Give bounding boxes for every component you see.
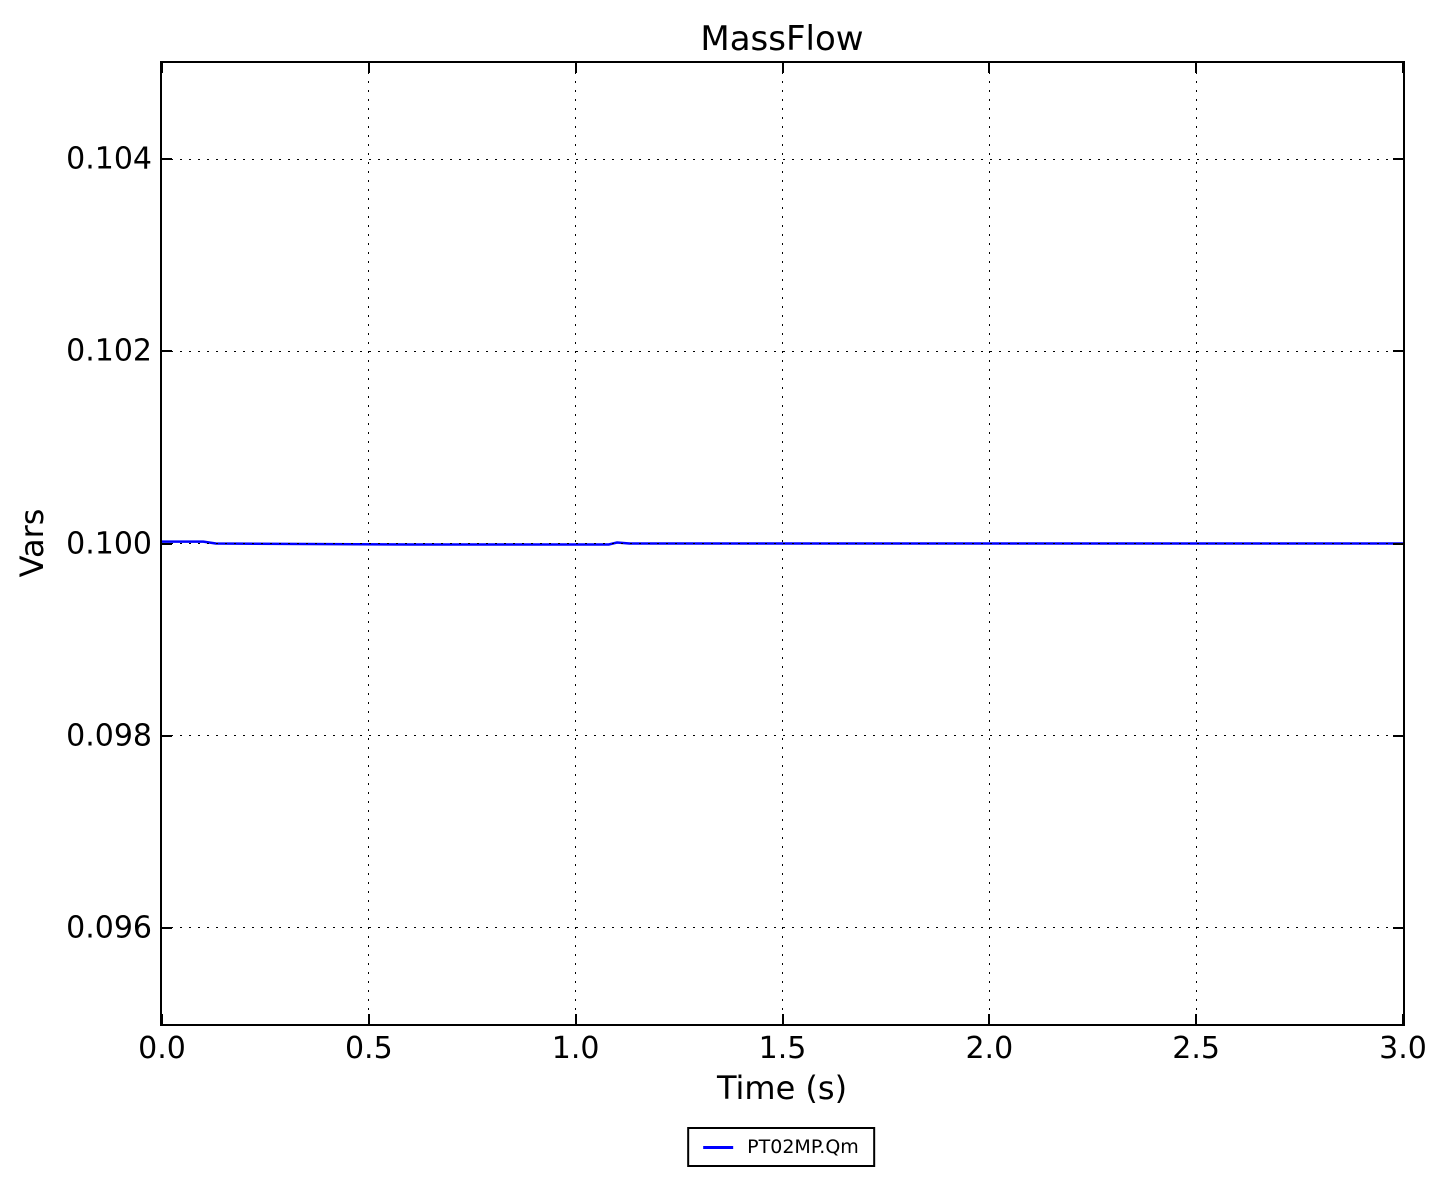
legend-box: PT02MP.Qm — [687, 1127, 875, 1167]
y-tick-mark-right — [1393, 734, 1403, 737]
gridline-horizontal — [162, 927, 1403, 929]
legend-label: PT02MP.Qm — [747, 1136, 859, 1158]
gridline-horizontal — [162, 350, 1403, 352]
y-tick-label: 0.102 — [66, 333, 152, 369]
x-tick-mark-top — [1195, 63, 1198, 73]
x-tick-mark-top — [988, 63, 991, 73]
y-tick-mark-right — [1393, 158, 1403, 161]
x-tick-mark-bottom — [161, 1014, 163, 1024]
chart-title: MassFlow — [700, 19, 864, 59]
x-axis-label: Time (s) — [716, 1069, 848, 1107]
y-tick-label: 0.098 — [66, 718, 152, 754]
x-tick-label: 2.5 — [1172, 1031, 1221, 1066]
x-tick-mark-bottom — [1402, 1014, 1404, 1024]
gridline-horizontal — [162, 735, 1403, 737]
legend-line-sample — [703, 1145, 734, 1149]
x-tick-mark-top — [781, 63, 784, 73]
y-tick-mark-right — [1393, 350, 1403, 353]
x-tick-mark-top — [1402, 63, 1404, 73]
x-tick-label: 0.5 — [344, 1031, 393, 1066]
x-tick-mark-bottom — [988, 1014, 991, 1024]
plot-area: 0.0 0.5 1.0 1.5 2.0 2.5 3.0 0.096 0.098 0.100 0.10… — [66, 61, 1427, 1066]
y-tick-mark-left — [162, 734, 172, 737]
y-tick-label: 0.096 — [66, 910, 152, 946]
x-tick-mark-bottom — [1195, 1014, 1198, 1024]
x-tick-label: 3.0 — [1379, 1031, 1427, 1066]
x-tick-mark-top — [161, 63, 163, 73]
y-axis-label: Vars — [13, 508, 51, 578]
x-tick-mark-top — [574, 63, 577, 73]
y-tick-mark-left — [162, 926, 172, 929]
y-tick-mark-right — [1393, 926, 1403, 929]
y-tick-label: 0.104 — [66, 141, 152, 177]
y-tick-mark-left — [162, 542, 172, 545]
x-tick-label: 1.0 — [551, 1031, 600, 1066]
x-tick-mark-bottom — [781, 1014, 784, 1024]
y-tick-mark-right — [1393, 542, 1403, 545]
y-tick-label: 0.100 — [66, 526, 152, 561]
gridline-horizontal — [162, 158, 1403, 160]
y-tick-mark-left — [162, 350, 172, 353]
gridline-horizontal — [162, 543, 1403, 544]
x-tick-label: 1.5 — [758, 1031, 807, 1066]
x-tick-mark-bottom — [574, 1014, 577, 1024]
x-tick-mark-bottom — [367, 1014, 370, 1024]
x-tick-mark-top — [367, 63, 370, 73]
y-tick-mark-left — [162, 158, 172, 161]
x-tick-label: 0.0 — [138, 1031, 186, 1066]
x-tick-label: 2.0 — [965, 1031, 1014, 1066]
